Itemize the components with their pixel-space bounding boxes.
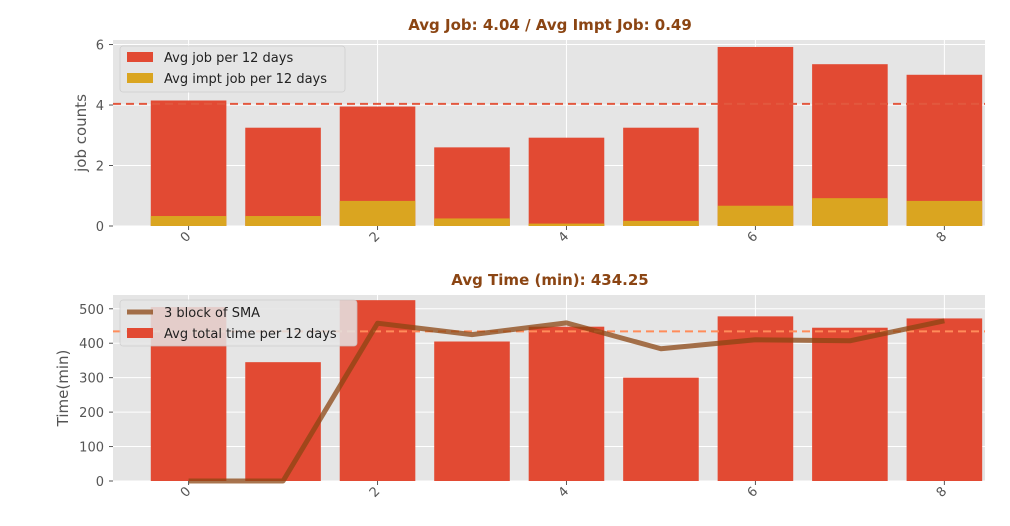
x-tick-label: 4 <box>556 229 572 245</box>
bar-avg-job <box>528 137 605 226</box>
y-tick-label: 0 <box>96 475 104 490</box>
bar-avg-job <box>906 74 983 226</box>
bar-avg-impt-job <box>434 218 510 226</box>
bottom-y-ticks: 0 100 200 300 400 500 <box>79 303 113 490</box>
bar-avg-impt-job <box>150 216 227 226</box>
top-legend-box <box>119 45 346 93</box>
top-bars <box>150 46 983 226</box>
y-tick-label: 100 <box>79 441 104 456</box>
top-y-axis-label: job counts <box>72 94 90 173</box>
x-tick-label: 8 <box>934 484 950 500</box>
bar-avg-total-time <box>528 326 605 481</box>
y-tick-label: 300 <box>79 372 104 387</box>
bar-avg-total-time <box>623 377 699 481</box>
bottom-x-ticks: 0 2 4 6 8 <box>178 481 950 501</box>
bar-avg-total-time <box>434 341 510 481</box>
bar-avg-job <box>434 147 510 226</box>
y-tick-label: 400 <box>79 337 104 352</box>
bar-avg-impt-job <box>812 198 888 226</box>
y-tick-label: 2 <box>96 160 104 175</box>
bar-avg-impt-job <box>906 200 983 226</box>
x-tick-label: 2 <box>367 484 383 500</box>
legend-label-avg-job: Avg job per 12 days <box>164 51 293 66</box>
x-tick-label: 6 <box>745 484 761 500</box>
bar-avg-total-time <box>245 362 321 481</box>
top-legend: Avg job per 12 days Avg impt job per 12 … <box>119 45 346 93</box>
legend-label-sma: 3 block of SMA <box>164 306 260 321</box>
y-tick-label: 200 <box>79 406 104 421</box>
x-tick-label: 8 <box>934 229 950 245</box>
legend-swatch-avg-job <box>127 52 153 62</box>
y-tick-label: 6 <box>96 39 104 54</box>
sma-line <box>188 318 945 484</box>
job-counts-chart: Avg Job: 4.04 / Avg Impt Job: 0.49 0246 … <box>72 16 985 246</box>
bar-avg-job <box>150 100 227 226</box>
x-tick-label: 6 <box>745 229 761 245</box>
bar-avg-impt-job <box>717 205 794 226</box>
bottom-legend-box <box>119 299 358 347</box>
legend-label-avg-total-time: Avg total time per 12 days <box>164 327 337 342</box>
x-tick-label: 2 <box>367 229 383 245</box>
bottom-chart-title: Avg Time (min): 434.25 <box>451 271 648 289</box>
y-tick-label: 4 <box>96 99 104 114</box>
bottom-legend: 3 block of SMA Avg total time per 12 day… <box>119 299 358 347</box>
y-tick-label: 0 <box>96 220 104 235</box>
x-tick-label: 0 <box>178 229 194 245</box>
time-chart: Avg Time (min): 434.25 0100200300400500 … <box>54 271 985 501</box>
bar-avg-job <box>245 127 321 226</box>
bar-avg-job <box>623 127 699 226</box>
legend-swatch-avg-impt-job <box>127 73 153 83</box>
legend-swatch-avg-total-time <box>127 328 153 338</box>
bar-avg-impt-job <box>245 216 321 226</box>
top-x-ticks: 0 2 4 6 8 <box>178 226 950 246</box>
top-y-ticks: 0 2 4 6 <box>96 39 113 235</box>
x-tick-label: 4 <box>556 484 572 500</box>
bar-avg-impt-job <box>339 200 416 226</box>
bar-avg-total-time <box>906 318 983 481</box>
bar-avg-job <box>717 46 794 226</box>
bar-avg-impt-job <box>623 220 699 226</box>
x-tick-label: 0 <box>178 484 194 500</box>
bar-avg-impt-job <box>528 223 605 226</box>
y-tick-label: 500 <box>79 303 104 318</box>
bar-avg-total-time <box>812 327 888 481</box>
bottom-y-axis-label: Time(min) <box>54 350 72 428</box>
legend-label-avg-impt-job: Avg impt job per 12 days <box>164 72 327 87</box>
top-chart-title: Avg Job: 4.04 / Avg Impt Job: 0.49 <box>408 16 692 34</box>
